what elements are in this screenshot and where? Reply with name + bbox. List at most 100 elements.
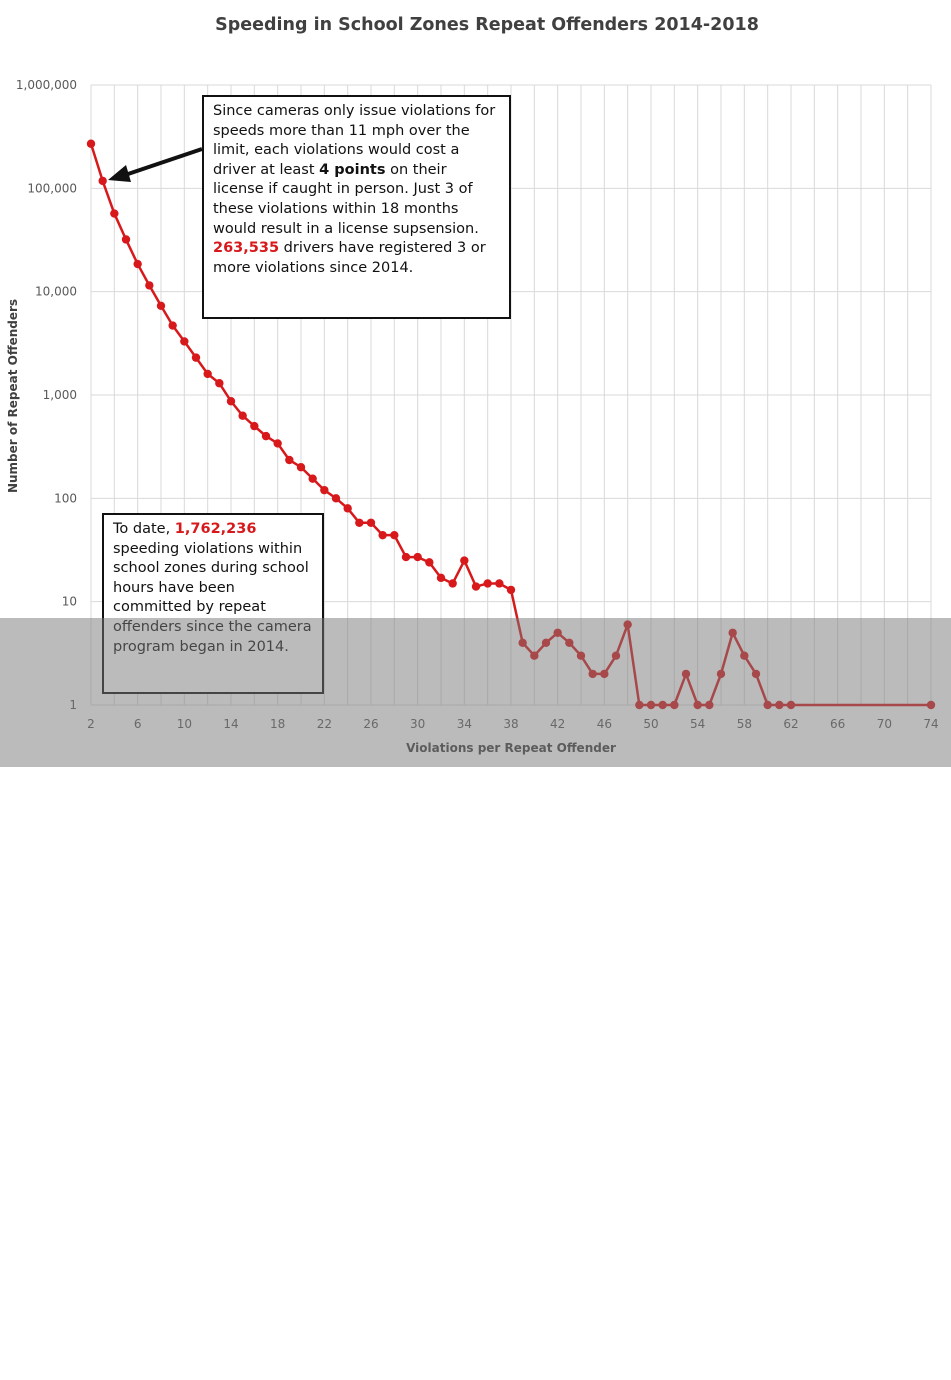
callout-arrow	[108, 147, 203, 182]
x-tick-label: 34	[457, 717, 472, 731]
data-point	[203, 369, 212, 379]
data-point	[483, 579, 492, 588]
x-tick-label: 22	[317, 717, 332, 731]
x-tick-label: 74	[923, 717, 938, 731]
data-point	[658, 700, 667, 710]
data-point	[261, 431, 271, 441]
data-point	[285, 455, 294, 465]
data-point	[331, 494, 341, 503]
y-tick-label: 1	[69, 698, 77, 712]
data-point	[110, 209, 119, 218]
data-point	[646, 700, 656, 710]
points-annotation-box: Since cameras only issue violations for …	[202, 95, 511, 319]
chart: Speeding in School Zones Repeat Offender…	[0, 15, 951, 767]
data-point	[121, 235, 131, 244]
caption-line-1: As a follow-up on yesterdays repeat red …	[118, 1284, 646, 1300]
data-point	[588, 669, 597, 679]
x-tick-label: 2	[87, 717, 95, 731]
points-annotation-highlight: 263,535	[213, 240, 280, 257]
y-tick-label: 10,000	[35, 285, 77, 299]
data-point	[191, 353, 201, 362]
y-tick-label: 1,000,000	[16, 78, 77, 92]
data-point	[320, 485, 329, 495]
x-tick-label: 62	[783, 717, 798, 731]
y-tick-label: 100,000	[27, 181, 77, 195]
data-point	[296, 463, 306, 472]
data-point	[355, 518, 364, 527]
x-tick-label: 10	[177, 717, 192, 731]
y-tick-label: 100	[54, 491, 77, 505]
data-point	[576, 651, 586, 660]
data-point	[238, 411, 247, 420]
x-tick-label: 54	[690, 717, 705, 731]
caption-line-2: horrifying data from the same source reg…	[118, 1310, 663, 1326]
data-point	[740, 651, 749, 660]
data-point	[460, 556, 469, 565]
x-tick-label: 18	[270, 717, 285, 731]
data-point	[250, 421, 259, 431]
data-point	[413, 552, 422, 562]
caption-line-3: zones. Visualization	[118, 1334, 246, 1350]
points-annotation-text-1: Since cameras only issue violations for …	[213, 103, 496, 178]
data-point	[366, 518, 376, 527]
arrow-shaft	[127, 147, 203, 176]
total-annotation-text-1: To date,	[113, 521, 171, 537]
x-tick-label: 42	[550, 717, 565, 731]
data-point	[390, 530, 399, 540]
data-point	[156, 301, 166, 310]
data-point	[378, 530, 387, 540]
x-tick-label: 46	[597, 717, 612, 731]
data-point	[273, 439, 282, 448]
data-point	[215, 379, 224, 388]
x-tick-label: 6	[134, 717, 142, 731]
data-point	[611, 651, 621, 660]
y-axis-label: Number of Repeat Offenders	[6, 299, 20, 493]
data-point	[693, 700, 702, 710]
x-tick-label: 14	[223, 717, 238, 731]
data-point	[670, 700, 679, 710]
points-annotation-text-2: on their license if caught in person. Ju…	[213, 161, 479, 237]
data-point	[541, 638, 551, 647]
data-point	[343, 504, 352, 513]
data-point	[565, 638, 574, 647]
data-point	[98, 176, 107, 186]
x-axis-ticks: 2 6 10 14 18 22 26 30 34 38 42 46 50 54 58 62 66 70 74	[87, 717, 938, 731]
y-tick-label: 1,000	[43, 388, 77, 402]
x-tick-label: 66	[830, 717, 845, 731]
data-point	[425, 558, 434, 567]
data-point	[763, 700, 772, 710]
x-tick-label: 58	[737, 717, 752, 731]
x-tick-label: 30	[410, 717, 425, 731]
data-point	[86, 139, 96, 148]
x-tick-label: 50	[643, 717, 658, 731]
points-annotation-bold: 4 points	[319, 161, 386, 178]
data-point	[635, 700, 644, 710]
data-point	[553, 628, 562, 637]
caption-credit: TransAlt, Streetsblog New York, David 1 …	[128, 1366, 367, 1380]
x-tick-label: 26	[363, 717, 378, 731]
data-point	[728, 628, 737, 637]
data-point	[145, 281, 154, 290]
data-point	[681, 669, 691, 679]
chart-title: Speeding in School Zones Repeat Offender…	[215, 15, 759, 35]
y-tick-label: 10	[62, 595, 77, 609]
data-point	[471, 582, 481, 591]
data-point	[308, 474, 317, 483]
data-point	[775, 700, 784, 710]
data-point	[401, 552, 411, 562]
data-point	[226, 397, 236, 406]
data-point	[530, 651, 539, 660]
data-point	[448, 579, 457, 588]
data-point	[751, 669, 761, 679]
total-annotation-highlight: 1,762,236	[174, 521, 257, 537]
data-point	[600, 669, 609, 679]
total-annotation-text-2: speeding violations within school zones …	[113, 540, 312, 655]
x-axis-label: Violations per Repeat Offender	[406, 741, 616, 755]
data-point	[623, 620, 632, 629]
total-annotation-box: To date, 1,762,236 speeding violations w…	[102, 513, 324, 694]
data-point	[436, 573, 446, 583]
data-point	[168, 321, 177, 330]
data-point	[518, 638, 527, 647]
x-tick-label: 38	[503, 717, 518, 731]
data-point	[716, 669, 726, 679]
